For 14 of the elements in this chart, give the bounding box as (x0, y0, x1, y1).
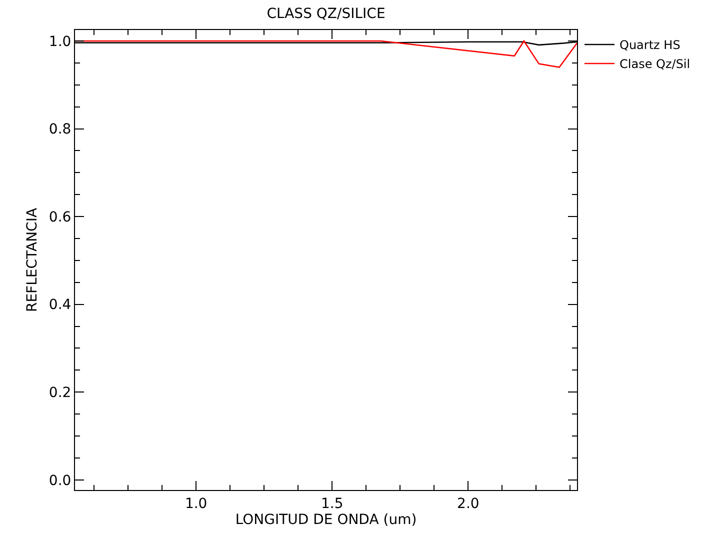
y-tick-label: 0.4 (48, 297, 72, 314)
legend-label: Clase Qz/Sil (620, 57, 690, 72)
legend-label: Quartz HS (620, 38, 680, 52)
y-axis-title: REFLECTANCIA (24, 208, 41, 312)
x-axis-title: LONGITUD DE ONDA (um) (235, 512, 417, 528)
y-tick-label: 0.2 (48, 385, 72, 402)
y-tick-label: 1.0 (48, 34, 72, 50)
y-tick-label: 0.6 (48, 209, 72, 226)
y-tick-label: 0.0 (48, 472, 72, 489)
x-tick-label: 1.0 (184, 496, 208, 512)
chart-title: CLASS QZ/SILICE (266, 6, 386, 22)
x-tick-label: 1.5 (320, 496, 344, 512)
y-tick-label: 0.8 (48, 122, 72, 138)
x-tick-label: 2.0 (457, 496, 480, 512)
